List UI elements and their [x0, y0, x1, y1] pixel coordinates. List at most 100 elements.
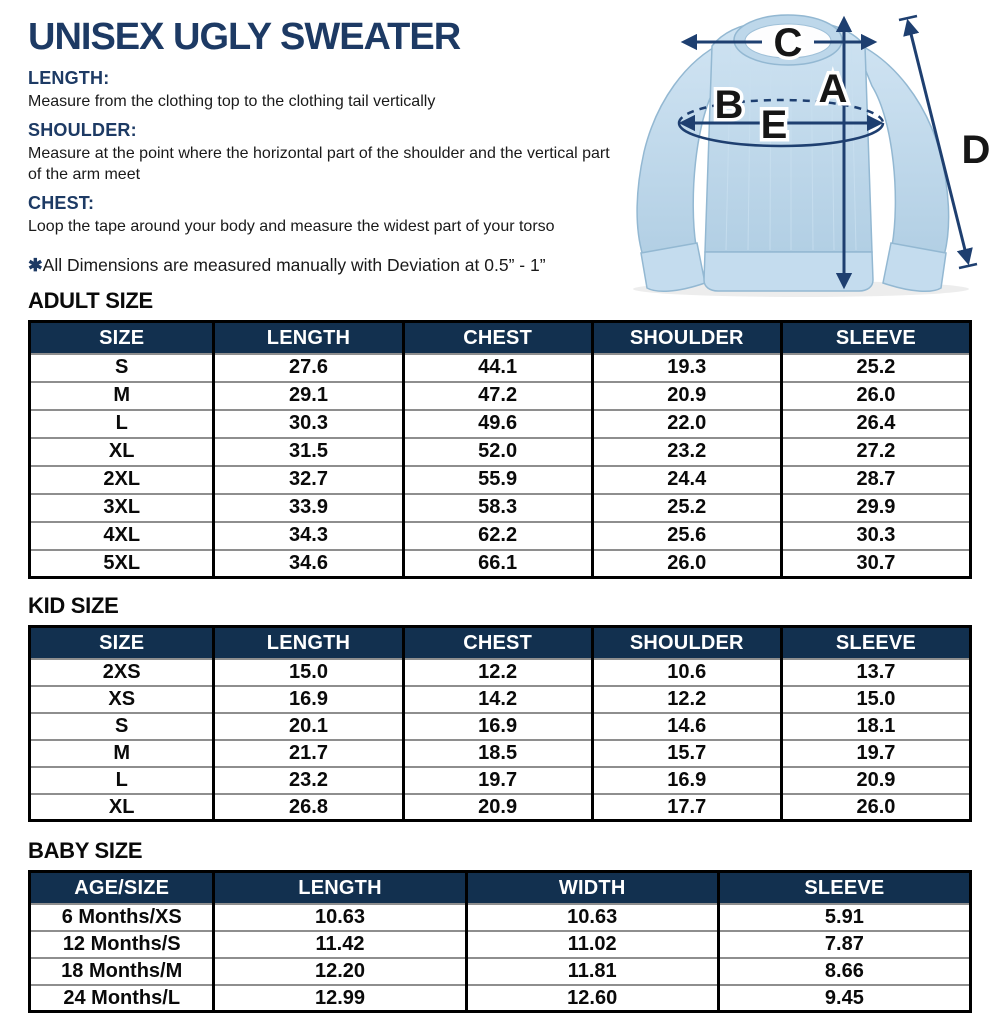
table-cell: 22.0 [590, 408, 782, 438]
table-row: M 21.7 18.5 15.7 19.7 [29, 738, 971, 767]
label-chest-front-e: E [761, 103, 788, 147]
table-cell: M [29, 738, 214, 767]
table-row: 3XL 33.9 58.3 25.2 29.9 [29, 492, 971, 522]
label-shoulder-c: C [774, 21, 803, 65]
table-cell: 55.9 [401, 464, 593, 494]
table-cell: 21.7 [212, 738, 404, 767]
column-header: LENGTH [212, 321, 404, 354]
table-cell: 14.6 [590, 711, 782, 740]
table-cell: 19.7 [779, 738, 971, 767]
table-cell: 14.2 [401, 684, 593, 713]
table-cell: 8.66 [716, 956, 971, 985]
table-cell: 24.4 [590, 464, 782, 494]
table-cell: 4XL [29, 520, 214, 550]
column-header: CHEST [401, 321, 593, 354]
table-cell: 24 Months/L [29, 983, 214, 1012]
table-cell: 29.1 [212, 380, 404, 410]
table-cell: 9.45 [716, 983, 971, 1012]
table-row: S 27.6 44.1 19.3 25.2 [29, 352, 971, 382]
table-row: 12 Months/S 11.42 11.02 7.87 [29, 929, 971, 958]
table-row: XL 31.5 52.0 23.2 27.2 [29, 436, 971, 466]
table-cell: 33.9 [212, 492, 404, 522]
table-cell: 20.9 [779, 765, 971, 794]
table-cell: 18 Months/M [29, 956, 214, 985]
table-cell: 18.1 [779, 711, 971, 740]
table-cell: 5XL [29, 548, 214, 578]
baby-size-table: AGE/SIZE LENGTH WIDTH SLEEVE 6 Months/XS 10.… [28, 870, 972, 1013]
table-cell: 30.3 [779, 520, 971, 550]
table-cell: 52.0 [401, 436, 593, 466]
asterisk-icon: ✱ [28, 255, 43, 276]
kid-size-heading: KID SIZE [28, 593, 119, 619]
sweater-measurement-diagram: C A B E D [633, 14, 994, 297]
chest-section-text: Loop the tape around your body and measu… [28, 218, 555, 236]
kid-size-table: SIZE LENGTH CHEST SHOULDER SLEEVE 2XS 15.0 12.… [28, 625, 972, 823]
table-cell: 32.7 [212, 464, 404, 494]
table-cell: 26.4 [779, 408, 971, 438]
table-cell: 2XL [29, 464, 214, 494]
measurement-instructions: UNISEX UGLY SWEATER LENGTH: Measure from… [28, 17, 626, 276]
column-header: SHOULDER [590, 626, 782, 659]
table-cell: 12.2 [590, 684, 782, 713]
table-cell: 23.2 [590, 436, 782, 466]
table-row: XS 16.9 14.2 12.2 15.0 [29, 684, 971, 713]
table-cell: 5.91 [716, 902, 971, 931]
table-cell: 34.6 [212, 548, 404, 578]
table-cell: 26.0 [590, 548, 782, 578]
table-cell: 11.02 [464, 929, 719, 958]
kid-header-row: SIZE LENGTH CHEST SHOULDER SLEEVE [29, 626, 971, 659]
table-row: 2XL 32.7 55.9 24.4 28.7 [29, 464, 971, 494]
table-cell: 16.9 [590, 765, 782, 794]
table-cell: 58.3 [401, 492, 593, 522]
deviation-note: ✱All Dimensions are measured manually wi… [28, 255, 626, 276]
sweater-illustration [633, 14, 969, 297]
table-cell: 10.63 [464, 902, 719, 931]
table-cell: 47.2 [401, 380, 593, 410]
column-header: WIDTH [464, 871, 719, 904]
adult-size-table: SIZE LENGTH CHEST SHOULDER SLEEVE S 27.6 44.1 1… [28, 320, 972, 580]
table-cell: 11.81 [464, 956, 719, 985]
table-cell: 66.1 [401, 548, 593, 578]
table-row: 2XS 15.0 12.2 10.6 13.7 [29, 657, 971, 686]
table-cell: 12.99 [212, 983, 467, 1012]
column-header: SLEEVE [716, 871, 971, 904]
length-section-label: LENGTH: [28, 67, 110, 88]
table-row: L 30.3 49.6 22.0 26.4 [29, 408, 971, 438]
table-row: 5XL 34.6 66.1 26.0 30.7 [29, 548, 971, 578]
chest-ellipse-back [677, 98, 885, 124]
table-cell: 27.6 [212, 352, 404, 382]
table-cell: L [29, 408, 214, 438]
column-header: SIZE [29, 626, 214, 659]
table-cell: 19.7 [401, 765, 593, 794]
table-cell: 16.9 [401, 711, 593, 740]
table-cell: 15.0 [212, 657, 404, 686]
table-cell: 20.1 [212, 711, 404, 740]
table-cell: 30.3 [212, 408, 404, 438]
column-header: SIZE [29, 321, 214, 354]
table-cell: S [29, 352, 214, 382]
shoulder-section-text: Measure at the point where the horizonta… [28, 145, 610, 184]
table-cell: 7.87 [716, 929, 971, 958]
table-cell: 26.0 [779, 380, 971, 410]
column-header: SLEEVE [779, 321, 971, 354]
table-cell: 18.5 [401, 738, 593, 767]
table-row: 24 Months/L 12.99 12.60 9.45 [29, 983, 971, 1012]
table-cell: 34.3 [212, 520, 404, 550]
table-cell: 3XL [29, 492, 214, 522]
table-cell: 44.1 [401, 352, 593, 382]
table-cell: 25.6 [590, 520, 782, 550]
table-cell: M [29, 380, 214, 410]
column-header: CHEST [401, 626, 593, 659]
table-cell: 13.7 [779, 657, 971, 686]
length-section-text: Measure from the clothing top to the clo… [28, 92, 436, 110]
table-cell: 28.7 [779, 464, 971, 494]
table-cell: 12.2 [401, 657, 593, 686]
table-cell: XL [29, 436, 214, 466]
sleeve-arrow-d [898, 14, 978, 270]
table-row: 6 Months/XS 10.63 10.63 5.91 [29, 902, 971, 931]
table-cell: 12.20 [212, 956, 467, 985]
table-row: XL 26.8 20.9 17.7 26.0 [29, 792, 971, 821]
table-cell: 19.3 [590, 352, 782, 382]
baby-header-row: AGE/SIZE LENGTH WIDTH SLEEVE [29, 871, 971, 904]
